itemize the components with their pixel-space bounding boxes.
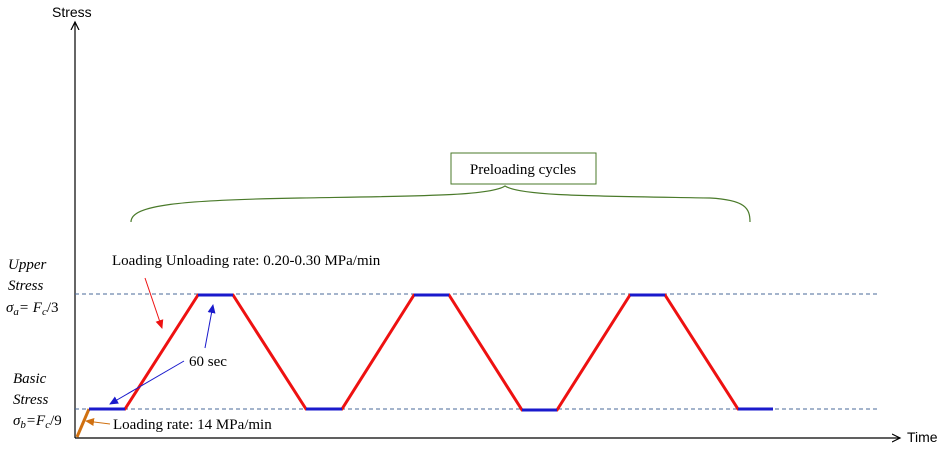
x-axis-label: Time [907, 429, 938, 445]
hold-time-label: 60 sec [189, 354, 227, 370]
hold-time-arrow-upper [204, 304, 216, 349]
upper-stress-label-line2: Stress [8, 278, 43, 294]
y-axis-label: Stress [52, 4, 92, 20]
ramp-down-3 [663, 293, 740, 411]
ramp-up-2 [340, 293, 416, 411]
ramp-up-3 [555, 293, 632, 412]
loading-rate-label: Loading rate: 14 MPa/min [113, 417, 272, 433]
preloading-label: Preloading cycles [470, 162, 576, 178]
hold-segments [89, 293, 773, 412]
upper-stress-formula: σa= Fc/3 [6, 300, 59, 318]
preloading-label-box [450, 152, 597, 185]
ramp-segments [123, 293, 740, 412]
ramp-down-1 [231, 293, 308, 411]
loading-unloading-rate-label: Loading Unloading rate: 0.20-0.30 MPa/mi… [112, 253, 381, 269]
initial-load-ramp [75, 408, 91, 438]
upper-stress-label-line1: Upper [8, 257, 46, 273]
basic-stress-label-line1: Basic [13, 371, 47, 387]
basic-stress-label-line2: Stress [13, 392, 48, 408]
ramp-up-1 [123, 293, 200, 411]
loading-unloading-rate-arrow [144, 277, 164, 329]
ramp-down-2 [447, 293, 524, 412]
preloading-brace [130, 185, 751, 223]
loading-rate-arrow [85, 418, 111, 426]
hold-time-arrow-basic [109, 360, 185, 405]
basic-stress-formula: σb=Fc/9 [13, 413, 62, 431]
